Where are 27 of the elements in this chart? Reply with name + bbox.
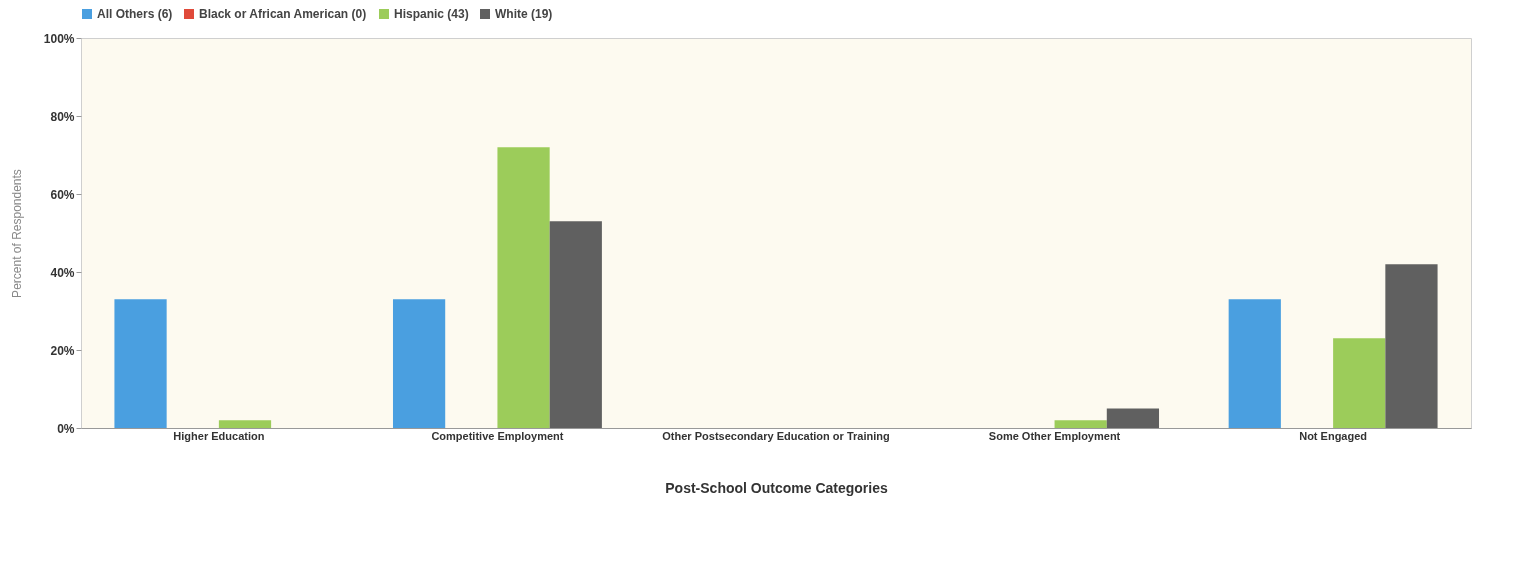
bar: [114, 299, 167, 428]
legend-label: Hispanic (43): [394, 7, 469, 21]
bar: [497, 147, 550, 428]
y-tick-label: 0%: [57, 421, 75, 436]
x-axis-title: Post-School Outcome Categories: [665, 479, 888, 496]
bar: [1106, 408, 1160, 428]
x-tick-label: Some Other Employment: [988, 429, 1121, 442]
bar: [218, 420, 272, 428]
x-tick-label: Not Engaged: [1299, 429, 1368, 442]
y-tick-label: 40%: [50, 265, 75, 280]
y-axis-title: Percent of Respondents: [9, 169, 24, 298]
bar: [549, 221, 602, 428]
legend-label: Black or African American (0): [199, 7, 367, 21]
bar: [1054, 420, 1107, 428]
x-tick-label: Higher Education: [173, 429, 265, 442]
x-tick-label: Other Postsecondary Education or Training: [662, 429, 890, 442]
bar: [1385, 264, 1438, 428]
x-tick-label: Competitive Employment: [431, 429, 564, 442]
bar: [1333, 338, 1386, 428]
y-tick-label: 100%: [43, 31, 75, 46]
legend-label: All Others (6): [97, 7, 173, 21]
bar: [392, 299, 446, 428]
y-tick-label: 20%: [50, 343, 75, 358]
bar: [1228, 299, 1281, 428]
y-tick-label: 60%: [50, 187, 75, 202]
legend-label: White (19): [495, 7, 553, 21]
y-tick-label: 80%: [50, 109, 75, 124]
